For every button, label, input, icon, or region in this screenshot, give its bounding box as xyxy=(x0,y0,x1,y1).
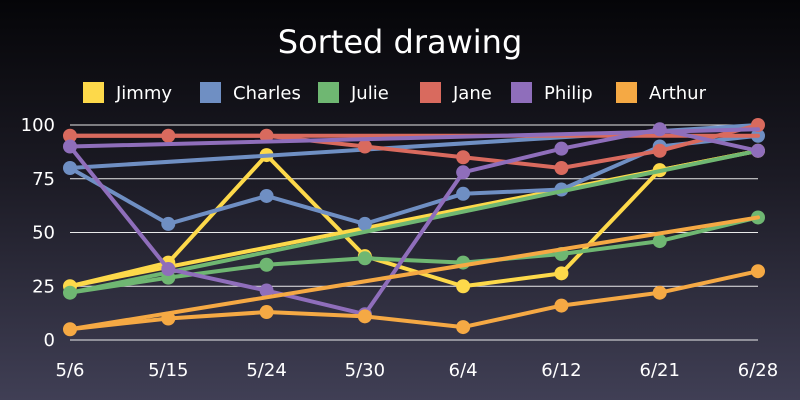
series-line xyxy=(68,215,760,295)
y-tick-label: 100 xyxy=(21,115,55,136)
chart-title: Sorted drawing xyxy=(278,23,523,61)
data-point xyxy=(161,262,176,277)
x-tick-label: 5/15 xyxy=(148,360,188,381)
legend-label: Philip xyxy=(544,83,593,104)
data-point xyxy=(554,266,569,281)
x-tick-label: 5/30 xyxy=(345,360,385,381)
legend-label: Julie xyxy=(350,83,389,104)
data-point xyxy=(63,161,77,175)
y-tick-label: 25 xyxy=(32,276,55,297)
series-jane xyxy=(63,118,765,175)
x-tick-label: 6/4 xyxy=(449,360,478,381)
data-point xyxy=(259,305,274,320)
legend-item: Julie xyxy=(318,82,389,104)
series-layer xyxy=(63,118,765,337)
data-point xyxy=(456,279,471,294)
data-point xyxy=(357,251,372,266)
data-point xyxy=(63,139,77,154)
data-point xyxy=(357,309,372,324)
legend-swatch xyxy=(83,82,104,103)
series-arthur xyxy=(63,215,765,337)
data-point xyxy=(652,285,667,300)
data-point xyxy=(161,311,176,326)
x-tick-label: 6/12 xyxy=(541,360,581,381)
data-point xyxy=(259,188,274,203)
data-point xyxy=(161,216,176,231)
series-line xyxy=(68,148,760,289)
x-tick-label: 6/21 xyxy=(640,360,680,381)
gridlines xyxy=(70,124,758,341)
series-line xyxy=(68,123,760,170)
x-tick-label: 6/28 xyxy=(738,360,778,381)
data-point xyxy=(63,322,77,337)
data-point xyxy=(554,141,569,156)
legend-item: Philip xyxy=(511,82,593,104)
data-point xyxy=(259,128,274,143)
data-point xyxy=(357,139,372,154)
data-point xyxy=(652,143,667,158)
y-tick-label: 0 xyxy=(44,330,55,351)
data-point xyxy=(161,128,176,143)
y-tick-label: 50 xyxy=(32,223,55,244)
data-point xyxy=(554,298,569,313)
data-point xyxy=(652,122,667,137)
legend-swatch xyxy=(511,82,532,103)
legend-label: Jimmy xyxy=(115,83,172,104)
data-point xyxy=(456,320,471,335)
series-line xyxy=(68,269,760,332)
data-point xyxy=(456,150,471,165)
data-point xyxy=(63,128,77,143)
legend: Jimmy Charles Julie Jane Philip Arthur xyxy=(83,82,707,104)
y-tick-label: 75 xyxy=(32,169,55,190)
legend-item: Charles xyxy=(200,82,301,104)
legend-item: Arthur xyxy=(616,82,707,104)
legend-item: Jane xyxy=(420,82,492,104)
x-tick-label: 5/6 xyxy=(56,360,85,381)
data-point xyxy=(751,143,765,158)
legend-swatch xyxy=(200,82,221,103)
legend-swatch xyxy=(616,82,637,103)
data-point xyxy=(63,285,77,300)
data-point xyxy=(259,283,274,298)
series-line xyxy=(68,127,760,317)
data-point xyxy=(357,216,372,231)
legend-swatch xyxy=(318,82,339,103)
legend-label: Jane xyxy=(452,83,492,104)
legend-swatch xyxy=(420,82,441,103)
legend-label: Arthur xyxy=(649,83,707,104)
trend-line xyxy=(68,148,760,295)
x-axis: 5/6 5/15 5/24 5/30 6/4 6/12 6/21 6/28 xyxy=(56,360,779,381)
y-axis: 0 25 50 75 100 xyxy=(21,115,55,351)
data-point xyxy=(456,186,471,201)
x-tick-label: 5/24 xyxy=(246,360,286,381)
legend-item: Jimmy xyxy=(83,82,172,104)
data-point xyxy=(652,234,667,249)
data-point xyxy=(456,165,471,180)
data-point xyxy=(554,161,569,175)
trend-line xyxy=(68,215,760,332)
data-point xyxy=(751,264,765,279)
legend-label: Charles xyxy=(233,83,301,104)
data-point xyxy=(259,257,274,272)
